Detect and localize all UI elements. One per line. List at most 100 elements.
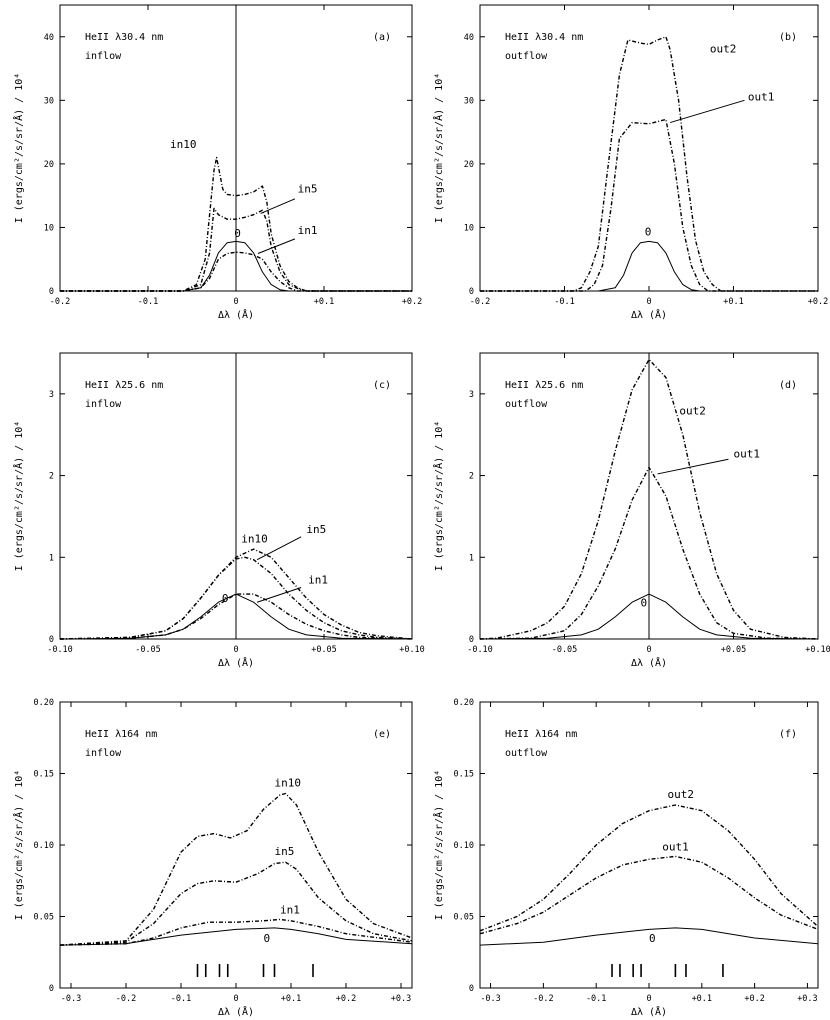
- x-tick-label: -0.2: [116, 994, 136, 1004]
- curve-label-out1: out1: [748, 90, 775, 103]
- x-tick-label: +0.10: [805, 645, 830, 655]
- panel-d: -0.10 -0.05 0 +0.05 +0.10 0 1 2 3 Δλ (Å) I (ergs/c…: [432, 352, 830, 669]
- x-tick-label: 0: [233, 297, 238, 307]
- y-tick-label: 0: [469, 984, 474, 994]
- y-tick-label: 40: [44, 33, 54, 43]
- y-axis-label: I (ergs/cm²/s/sr/Å) / 10⁴: [432, 421, 445, 572]
- x-axis-label: Δλ (Å): [218, 656, 254, 669]
- y-tick-label: 0.05: [454, 913, 474, 923]
- curve-label-in10: in10: [275, 776, 302, 789]
- y-tick-label: 3: [49, 390, 54, 400]
- curve-label-in5: in5: [298, 182, 318, 195]
- x-axis-label: Δλ (Å): [218, 1005, 254, 1018]
- y-tick-label: 1: [49, 553, 54, 563]
- series-0: [60, 240, 412, 292]
- panel-subtitle: inflow: [85, 399, 122, 410]
- x-tick-label: +0.1: [314, 297, 334, 307]
- y-tick-label: 20: [464, 160, 474, 170]
- x-tick-label: -0.10: [47, 645, 73, 655]
- panel-title: HeII λ164 nm: [85, 729, 157, 740]
- series-0: [480, 240, 818, 292]
- x-tick-label: -0.10: [467, 645, 493, 655]
- curve-label-0: 0: [234, 227, 241, 240]
- x-tick-label: -0.1: [171, 994, 191, 1004]
- y-axis-label: I (ergs/cm²/s/sr/Å) / 10⁴: [432, 73, 445, 224]
- x-axis-label: Δλ (Å): [631, 656, 667, 669]
- curve-label-0: 0: [645, 226, 652, 239]
- curve-label-out1: out1: [662, 841, 689, 854]
- series-out2: [479, 804, 819, 932]
- series-out1: [479, 466, 819, 640]
- curve-label-out2: out2: [679, 404, 706, 417]
- x-tick-label: +0.05: [721, 645, 747, 655]
- panel-subtitle: outflow: [505, 748, 548, 759]
- x-tick-label: -0.3: [61, 994, 81, 1004]
- y-tick-label: 0: [469, 635, 474, 645]
- panel-a: -0.2 -0.1 0 +0.1 +0.2 0 10 20 30 40 Δλ (Å) I (ergs/…: [12, 4, 422, 321]
- series-in10: [59, 548, 413, 640]
- y-tick-label: 2: [469, 472, 474, 482]
- y-tick-label: 0: [469, 287, 474, 297]
- panel-e: -0.3 -0.2 -0.1 0 +0.1 +0.2 +0.3 0 0.05 0.10 0.15 0.…: [12, 698, 413, 1018]
- x-tick-label: 0: [646, 297, 651, 307]
- curve-label-in5: in5: [275, 845, 295, 858]
- series-out1: [480, 118, 818, 292]
- label-leader: [669, 99, 745, 124]
- y-tick-label: 0: [49, 635, 54, 645]
- y-axis-label: I (ergs/cm²/s/sr/Å) / 10⁴: [12, 421, 25, 572]
- series-in10: [60, 156, 412, 292]
- plot-frame: [59, 701, 413, 989]
- curve-label-out2: out2: [710, 43, 737, 56]
- panel-letter: (c): [373, 380, 391, 391]
- x-tick-label: +0.2: [744, 994, 764, 1004]
- panel-subtitle: outflow: [505, 51, 548, 62]
- plot-frame: [479, 4, 819, 292]
- panel-title: HeII λ164 nm: [505, 729, 577, 740]
- curve-label-0: 0: [222, 592, 229, 605]
- x-tick-label: +0.2: [808, 297, 828, 307]
- label-leader: [257, 238, 296, 254]
- y-tick-label: 3: [469, 390, 474, 400]
- series-in1: [60, 251, 412, 292]
- y-tick-label: 20: [44, 160, 54, 170]
- y-tick-label: 0: [49, 287, 54, 297]
- x-tick-label: 0: [233, 994, 238, 1004]
- y-tick-label: 0.15: [454, 770, 474, 780]
- y-tick-label: 0.20: [454, 698, 474, 708]
- y-axis-label: I (ergs/cm²/s/sr/Å) / 10⁴: [432, 770, 445, 921]
- curve-label-in1: in1: [298, 224, 318, 237]
- x-tick-label: -0.1: [138, 297, 158, 307]
- series-in1: [59, 918, 413, 946]
- label-leader: [657, 458, 729, 475]
- x-tick-label: -0.2: [50, 297, 70, 307]
- panel-letter: (e): [373, 729, 391, 740]
- x-tick-label: +0.3: [391, 994, 411, 1004]
- panel-subtitle: inflow: [85, 51, 122, 62]
- x-tick-label: +0.1: [692, 994, 712, 1004]
- y-tick-label: 0.10: [34, 841, 54, 851]
- y-tick-label: 0.15: [34, 770, 54, 780]
- x-tick-label: 0: [646, 645, 651, 655]
- x-tick-label: -0.05: [552, 645, 578, 655]
- panel-letter: (b): [779, 32, 797, 43]
- panel-letter: (a): [373, 32, 391, 43]
- curve-label-0: 0: [641, 596, 648, 609]
- series-in1: [59, 593, 413, 640]
- curve-label-in1: in1: [308, 573, 328, 586]
- series-0: [479, 927, 819, 946]
- x-tick-label: +0.2: [402, 297, 422, 307]
- y-axis-label: I (ergs/cm²/s/sr/Å) / 10⁴: [12, 73, 25, 224]
- x-tick-label: -0.05: [135, 645, 161, 655]
- curve-label-out1: out1: [734, 448, 761, 461]
- curve-label-in10: in10: [170, 138, 197, 151]
- x-tick-label: +0.05: [311, 645, 337, 655]
- y-tick-label: 40: [464, 33, 474, 43]
- x-tick-label: +0.10: [399, 645, 425, 655]
- y-tick-label: 0.20: [34, 698, 54, 708]
- x-axis-label: Δλ (Å): [631, 1005, 667, 1018]
- series-0: [59, 927, 413, 946]
- x-tick-label: -0.1: [586, 994, 606, 1004]
- series-out2: [480, 36, 818, 292]
- curve-label-out2: out2: [667, 788, 694, 801]
- panel-f: -0.3 -0.2 -0.1 0 +0.1 +0.2 +0.3 0 0.05 0.10 0.15 0.…: [432, 698, 819, 1018]
